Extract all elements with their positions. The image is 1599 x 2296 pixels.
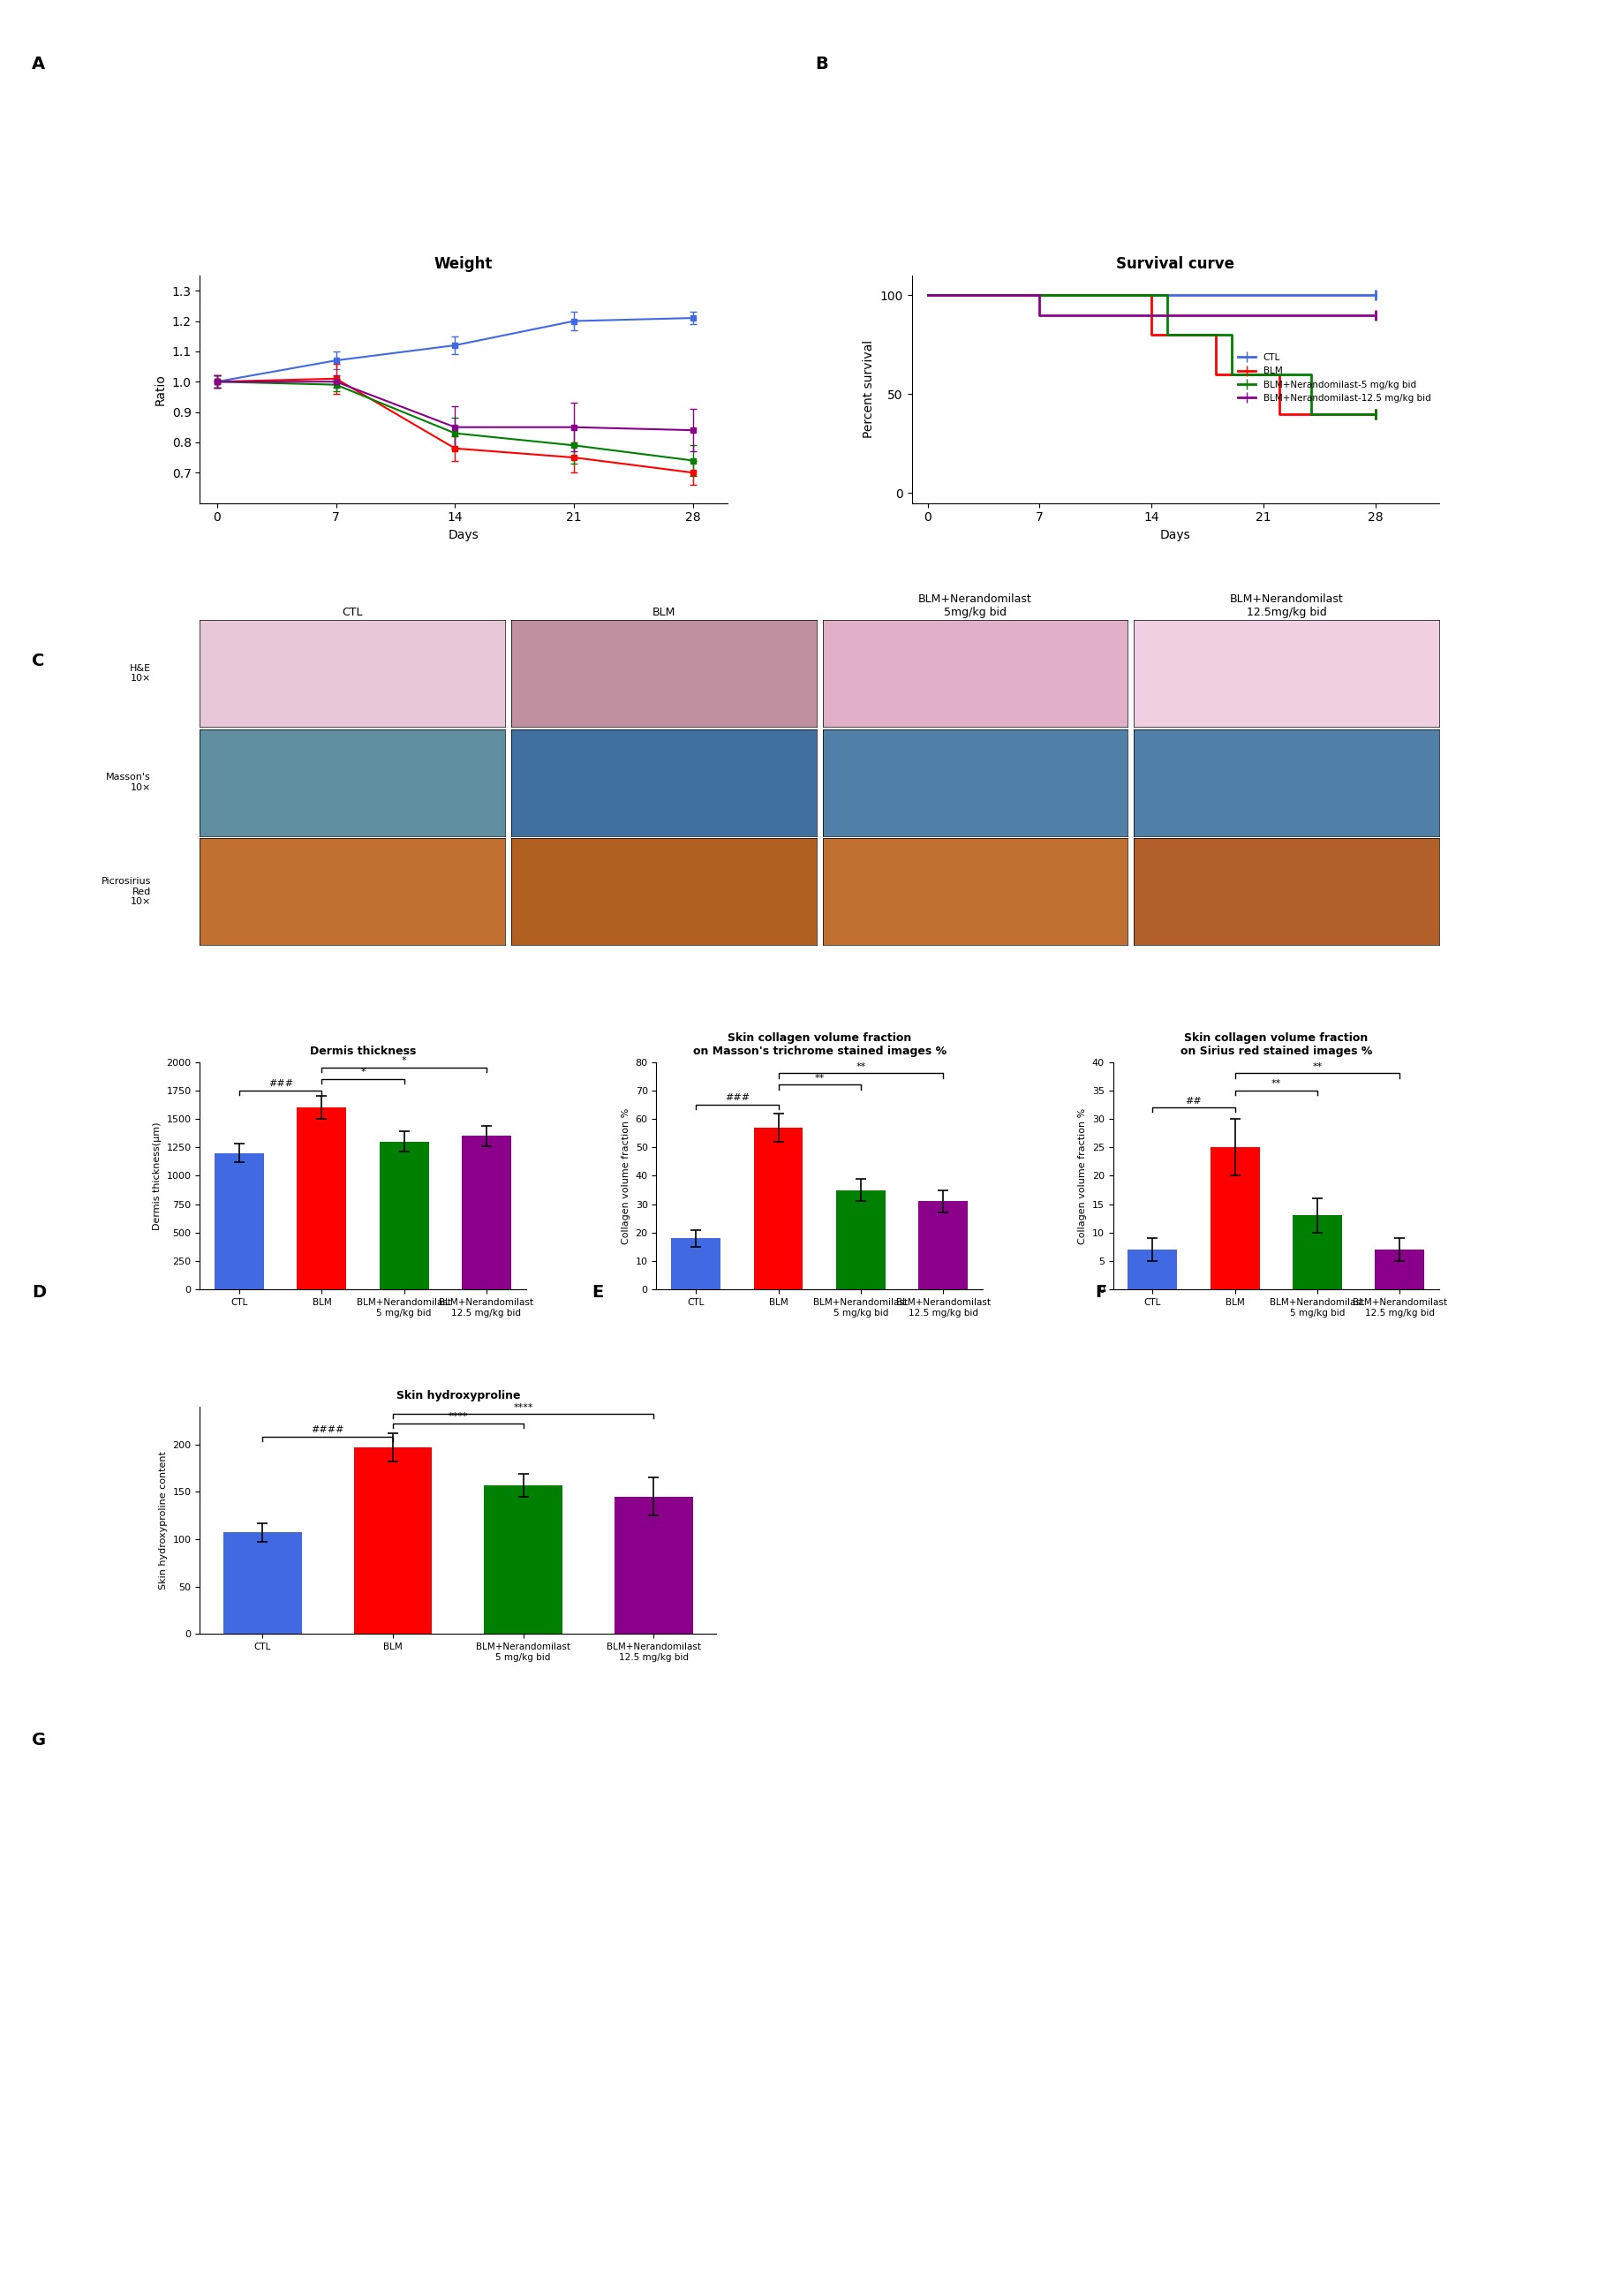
Bar [1292, 1215, 1342, 1290]
Y-axis label: Masson's
10×: Masson's 10× [106, 774, 150, 792]
Title: Weight: Weight [435, 255, 492, 271]
Title: Skin collagen volume fraction
on Masson's trichrome stained images %: Skin collagen volume fraction on Masson'… [692, 1033, 947, 1056]
Text: *: * [360, 1068, 366, 1077]
Text: ####: #### [312, 1426, 344, 1435]
Text: A: A [32, 55, 45, 73]
Text: ##: ## [1185, 1097, 1202, 1104]
Title: Skin hydroxyproline: Skin hydroxyproline [397, 1391, 520, 1403]
Y-axis label: Skin hydroxyproline content: Skin hydroxyproline content [158, 1451, 168, 1589]
Y-axis label: Ratio: Ratio [155, 374, 166, 404]
Bar [297, 1107, 347, 1290]
Y-axis label: Collagen volume fraction %: Collagen volume fraction % [1078, 1107, 1087, 1244]
Text: **: ** [1271, 1079, 1281, 1088]
Title: BLM: BLM [652, 606, 675, 618]
Y-axis label: H&E
10×: H&E 10× [130, 664, 150, 682]
X-axis label: Days: Days [448, 528, 478, 542]
Title: Dermis thickness: Dermis thickness [310, 1045, 416, 1056]
Title: BLM+Nerandomilast
12.5mg/kg bid: BLM+Nerandomilast 12.5mg/kg bid [1230, 592, 1343, 618]
Title: CTL: CTL [342, 606, 363, 618]
Text: F: F [1095, 1283, 1107, 1302]
Title: BLM+Nerandomilast
5mg/kg bid: BLM+Nerandomilast 5mg/kg bid [918, 592, 1031, 618]
Text: **: ** [814, 1075, 825, 1081]
Text: ****: **** [448, 1412, 469, 1421]
Y-axis label: Dermis thickness(μm): Dermis thickness(μm) [154, 1123, 161, 1231]
Bar [1375, 1249, 1425, 1290]
Y-axis label: Picrosirius
Red
10×: Picrosirius Red 10× [101, 877, 150, 907]
Bar [672, 1238, 721, 1290]
Legend: CTL, BLM, BLM+Nerandomilast-5 mg/kg bid, BLM+Nerandomilast-12.5 mg/kg bid: CTL, BLM, BLM+Nerandomilast-5 mg/kg bid,… [1234, 349, 1434, 406]
Bar [224, 1531, 302, 1635]
Bar [836, 1189, 886, 1290]
Bar [918, 1201, 967, 1290]
Text: **: ** [1313, 1063, 1322, 1070]
Text: **: ** [855, 1063, 865, 1070]
Title: Survival curve: Survival curve [1116, 255, 1234, 271]
Bar [462, 1137, 512, 1290]
Text: ###: ### [269, 1079, 293, 1088]
Bar [614, 1497, 692, 1635]
Bar [214, 1153, 264, 1290]
Text: ###: ### [724, 1093, 750, 1102]
Bar [353, 1446, 432, 1635]
Text: *: * [401, 1056, 406, 1065]
Bar [1127, 1249, 1177, 1290]
X-axis label: Days: Days [1161, 528, 1191, 542]
Text: B: B [815, 55, 828, 73]
Text: D: D [32, 1283, 46, 1302]
Text: G: G [32, 1731, 46, 1750]
Y-axis label: Percent survival: Percent survival [862, 340, 875, 439]
Bar [484, 1486, 563, 1635]
Title: Skin collagen volume fraction
on Sirius red stained images %: Skin collagen volume fraction on Sirius … [1180, 1033, 1372, 1056]
Bar [1210, 1148, 1260, 1290]
Bar [753, 1127, 803, 1290]
Text: E: E [592, 1283, 603, 1302]
Text: C: C [32, 652, 45, 670]
Text: ****: **** [513, 1403, 532, 1412]
Y-axis label: Collagen volume fraction %: Collagen volume fraction % [622, 1107, 630, 1244]
Bar [379, 1141, 429, 1290]
